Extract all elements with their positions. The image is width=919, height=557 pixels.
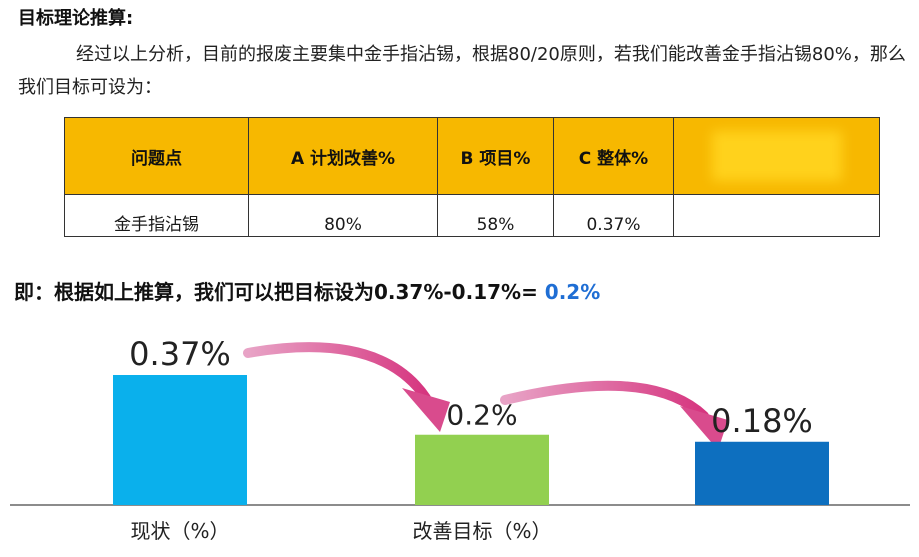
- category-label-0: 现状（%）: [130, 519, 229, 543]
- header-issue: 问题点: [64, 117, 249, 195]
- header-item-percent: B 项目%: [437, 117, 554, 195]
- header-plan-improve: A 计划改善%: [248, 117, 438, 195]
- section-heading: 目标理论推算:: [18, 8, 134, 29]
- cell-overall-percent: 0.37%: [553, 194, 674, 237]
- bar-1: [415, 434, 549, 505]
- analysis-table: 问题点 A 计划改善% B 项目% C 整体% 金手指沾锡 80% 58% 0.…: [64, 117, 880, 237]
- cell-blurred: [673, 194, 880, 237]
- cell-item-percent: 58%: [437, 194, 554, 237]
- arrow-curve-0: [243, 342, 431, 403]
- cell-issue: 金手指沾锡: [64, 194, 249, 237]
- bar-value-label-0: 0.37%: [129, 335, 231, 373]
- arrow-head-0: [402, 388, 450, 432]
- bar-value-label-1: 0.2%: [446, 399, 517, 432]
- summary-text: 即：根据如上推算，我们可以把目标设为0.37%-0.17%=: [14, 280, 538, 304]
- header-overall-percent: C 整体%: [553, 117, 674, 195]
- bar-0: [113, 375, 247, 505]
- arrow-curve-1: [500, 380, 709, 421]
- arrow-head-1: [680, 406, 728, 450]
- blurred-content: [711, 131, 842, 181]
- bar-2: [695, 441, 829, 505]
- summary-highlight: 0.2%: [544, 280, 601, 304]
- bar-value-label-2: 0.18%: [711, 402, 813, 440]
- category-label-1: 改善目标（%）: [412, 519, 551, 543]
- summary-line: 即：根据如上推算，我们可以把目标设为0.37%-0.17%= 0.2%: [14, 276, 600, 305]
- cell-plan-improve: 80%: [248, 194, 438, 237]
- analysis-paragraph: 经过以上分析，目前的报废主要集中金手指沾锡，根据80/20原则，若我们能改善金手…: [18, 44, 906, 98]
- table-row: 金手指沾锡 80% 58% 0.37%: [64, 194, 880, 237]
- table-header-row: 问题点 A 计划改善% B 项目% C 整体%: [64, 117, 880, 195]
